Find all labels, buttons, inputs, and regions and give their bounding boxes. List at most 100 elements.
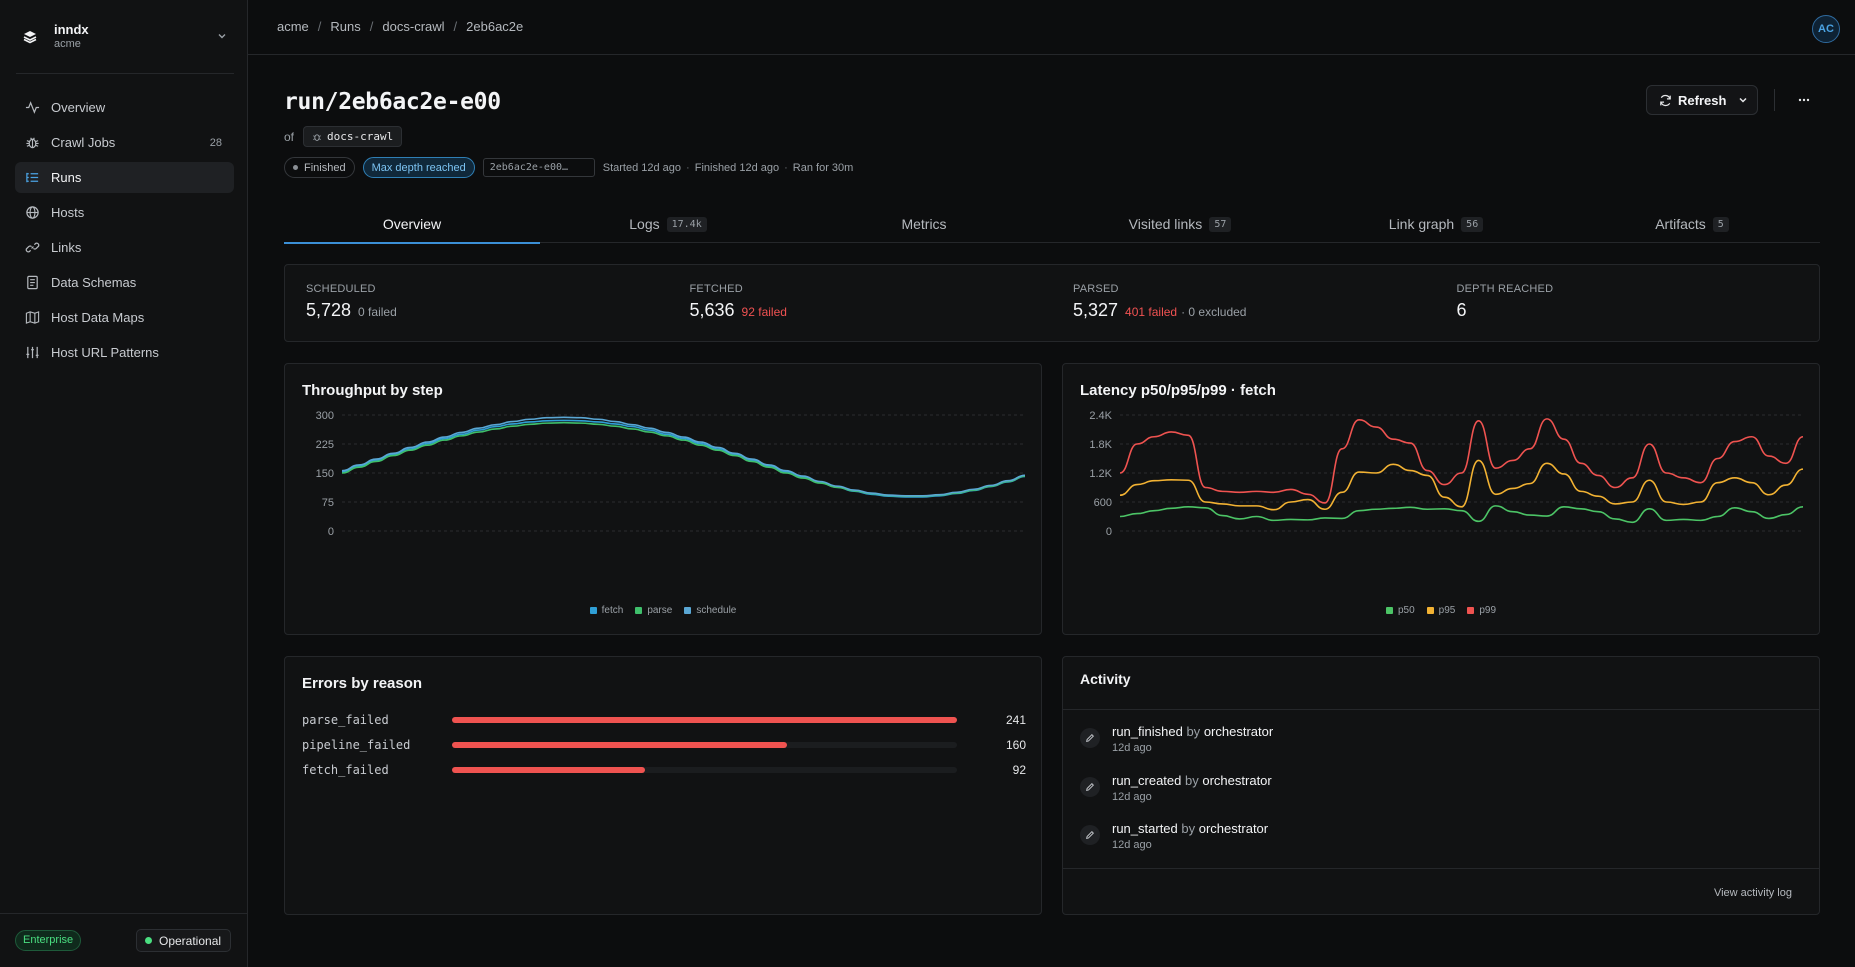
y-tick-label: 0 — [1106, 526, 1112, 538]
error-bar — [452, 767, 645, 773]
activity-time: 12d ago — [1112, 791, 1152, 803]
tab-visited-links[interactable]: Visited links 57 — [1052, 205, 1308, 243]
tab-count: 5 — [1712, 216, 1729, 232]
chart-title: Throughput by step — [302, 382, 443, 399]
bug-icon — [313, 133, 321, 141]
sidebar-item-overview[interactable]: Overview — [15, 92, 234, 123]
pencil-icon — [1080, 825, 1100, 845]
sidebar-item-label: Links — [51, 240, 82, 255]
legend-label: parse — [647, 605, 673, 616]
status-dot-icon — [293, 165, 298, 170]
stat-value: 5,636 — [689, 300, 735, 320]
breadcrumb-separator: / — [453, 19, 458, 34]
page-title: run/2eb6ac2e-e00 — [284, 89, 501, 115]
breadcrumb-runs[interactable]: Runs — [330, 19, 361, 34]
run-id-copy[interactable]: 2eb6ac2e-e00… — [482, 158, 595, 177]
stat-note: 0 failed — [358, 305, 397, 319]
run-parent-row: of docs-crawl — [284, 126, 403, 147]
stat-value: 5,327 — [1073, 300, 1119, 320]
tab-count: 56 — [1461, 216, 1484, 232]
legend-item-p50[interactable]: p50 — [1385, 605, 1415, 616]
stat-label: FETCHED — [689, 283, 743, 295]
activity-footer-divider — [1063, 868, 1819, 869]
activity-actor: orchestrator — [1202, 773, 1272, 788]
view-activity-log-link[interactable]: View activity log — [1713, 887, 1792, 899]
run-duration: Ran for 30m — [792, 161, 854, 174]
tab-label: Link graph — [1388, 216, 1455, 232]
toolbar-divider — [1774, 89, 1775, 111]
legend-swatch — [589, 607, 597, 614]
sidebar-item-crawl-jobs[interactable]: Crawl Jobs 28 — [15, 127, 234, 158]
tab-label: Logs — [629, 216, 660, 232]
stat-value: 6 — [1456, 300, 1467, 320]
y-tick-label: 600 — [1094, 497, 1112, 509]
pencil-icon — [1080, 777, 1100, 797]
tab-label: Visited links — [1128, 216, 1203, 232]
legend-label: fetch — [601, 605, 624, 616]
latency-card: Latency p50/p95/p99 · fetch 2.4K 1.8K 1.2K… — [1062, 363, 1820, 635]
legend-item-parse[interactable]: parse — [635, 605, 672, 616]
error-count: 160 — [1005, 738, 1026, 752]
run-meta-row: Finished Max depth reached 2eb6ac2e-e00…… — [284, 157, 853, 178]
started-time: Started 12d ago — [602, 161, 682, 174]
meta-separator: · — [686, 161, 690, 174]
legend-item-p99[interactable]: p99 — [1467, 605, 1496, 616]
breadcrumb: acme / Runs / docs-crawl / 2eb6ac2e — [277, 19, 523, 34]
sidebar-item-hosts[interactable]: Hosts — [15, 197, 234, 228]
sidebar-item-label: Data Schemas — [51, 275, 137, 290]
legend-label: p95 — [1438, 605, 1456, 616]
activity-actor: orchestrator — [1203, 724, 1274, 739]
job-chip[interactable]: docs-crawl — [303, 126, 403, 147]
status-indicator[interactable]: Operational — [136, 929, 232, 952]
legend-item-p95[interactable]: p95 — [1426, 605, 1456, 616]
refresh-options-toggle[interactable] — [1730, 86, 1757, 114]
activity-card: Activity run_finished by orchestrator 12… — [1062, 656, 1820, 915]
stat-failed-note: 401 failed — [1125, 305, 1178, 319]
sidebar-item-host-data-maps[interactable]: Host Data Maps — [15, 302, 234, 333]
org-name: acme — [54, 38, 81, 50]
bug-icon — [26, 137, 39, 149]
activity-item[interactable]: run_started by orchestrator 12d ago — [1080, 821, 1268, 851]
list-icon — [26, 172, 39, 183]
sidebar-item-label: Host URL Patterns — [51, 345, 159, 360]
sidebar-item-label: Hosts — [51, 205, 85, 220]
chevron-down-icon — [216, 29, 228, 45]
legend-item-schedule[interactable]: schedule — [684, 605, 736, 616]
sidebar-item-host-url-patterns[interactable]: Host URL Patterns — [15, 337, 234, 368]
sidebar-item-runs[interactable]: Runs — [15, 162, 234, 193]
sidebar: inndx acme Overview Crawl Jobs 28 Runs H… — [0, 0, 248, 967]
workspace-switcher[interactable]: inndx acme — [16, 16, 234, 58]
y-tick-label: 300 — [316, 410, 334, 422]
series-line-p50 — [1119, 505, 1804, 524]
status-badge: Finished — [284, 157, 355, 178]
tab-count: 17.4k — [666, 216, 707, 232]
tab-artifacts[interactable]: Artifacts 5 — [1564, 205, 1820, 243]
activity-item[interactable]: run_created by orchestrator 12d ago — [1080, 773, 1272, 803]
series-line-parse — [341, 421, 1026, 497]
tab-metrics[interactable]: Metrics — [796, 205, 1052, 243]
breadcrumb-job[interactable]: docs-crawl — [382, 19, 445, 34]
legend-item-fetch[interactable]: fetch — [589, 605, 624, 616]
activity-event: run_started — [1112, 821, 1178, 836]
topbar: acme / Runs / docs-crawl / 2eb6ac2e AC — [248, 0, 1855, 55]
avatar[interactable]: AC — [1812, 15, 1840, 43]
breadcrumb-org[interactable]: acme — [277, 19, 309, 34]
tab-logs[interactable]: Logs 17.4k — [540, 205, 796, 243]
sidebar-item-data-schemas[interactable]: Data Schemas — [15, 267, 234, 298]
map-icon — [25, 311, 40, 324]
sidebar-item-links[interactable]: Links — [15, 232, 234, 263]
more-actions-button[interactable] — [1789, 85, 1819, 115]
y-tick-label: 1.2K — [1089, 468, 1112, 480]
activity-item[interactable]: run_finished by orchestrator 12d ago — [1080, 724, 1273, 754]
error-count: 92 — [1012, 763, 1026, 777]
tab-overview[interactable]: Overview — [284, 205, 540, 244]
activity-event: run_created — [1112, 773, 1182, 788]
y-tick-label: 2.4K — [1089, 410, 1112, 422]
tab-link-graph[interactable]: Link graph 56 — [1308, 205, 1564, 243]
stat-label: DEPTH REACHED — [1456, 283, 1554, 295]
meta-separator: · — [784, 161, 788, 174]
activity-actor: orchestrator — [1198, 821, 1269, 836]
refresh-button[interactable]: Refresh — [1647, 93, 1730, 108]
plan-badge: Enterprise — [15, 930, 82, 951]
stat-note: · 0 excluded — [1181, 305, 1247, 319]
